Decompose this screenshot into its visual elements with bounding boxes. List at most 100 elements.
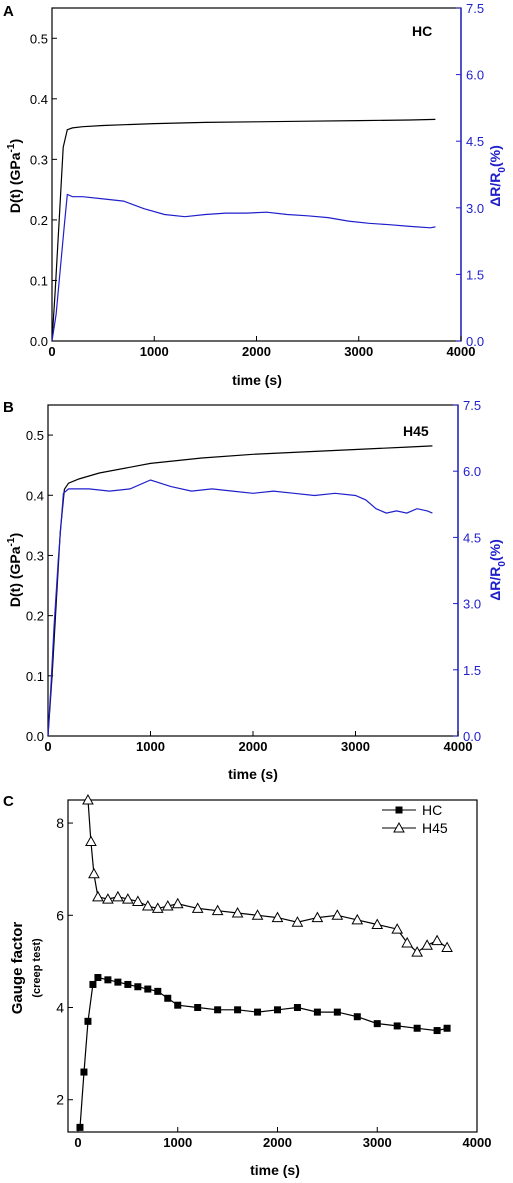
x-tick-label: 4000 <box>444 739 473 754</box>
right-y-tick-label: 7.5 <box>463 398 481 413</box>
marker-triangle <box>251 909 264 920</box>
x-tick-label: 2000 <box>239 739 268 754</box>
marker-triangle <box>151 902 164 913</box>
marker-square <box>84 1017 92 1025</box>
y-axis-label-sup: -1 <box>6 537 17 546</box>
marker-triangle <box>131 895 144 906</box>
marker-triangle <box>371 918 384 929</box>
y-tick-label: 0.5 <box>30 31 48 46</box>
y-tick-label: 0.3 <box>26 548 44 563</box>
y-right-axis-label: ΔR/R0(%) <box>487 539 508 601</box>
marker-square <box>313 1008 321 1016</box>
y-tick-label: 0.4 <box>30 92 48 107</box>
y-tick-label: 0.4 <box>26 488 44 503</box>
marker-square <box>114 978 122 986</box>
marker-square <box>214 1006 222 1014</box>
series-line-0 <box>79 976 448 1128</box>
marker-square <box>353 1013 361 1021</box>
x-tick-label: 1000 <box>136 739 165 754</box>
y-axis-label-close: ) <box>7 139 23 144</box>
y-tick-label: 0.2 <box>26 609 44 624</box>
legend-marker-triangle <box>393 821 405 833</box>
marker-square <box>273 1006 281 1014</box>
y-axis-label-main: D(t) (GPa <box>7 546 23 607</box>
annotation-label: HC <box>412 23 432 39</box>
marker-triangle <box>401 936 414 948</box>
right-y-tick-label: 3.0 <box>466 201 484 216</box>
marker-square <box>433 1027 441 1035</box>
x-tick-label: 4000 <box>447 344 476 359</box>
x-axis-label: time (s) <box>228 766 278 782</box>
y-axis-label-close: ) <box>7 533 23 538</box>
y-tick-label: 0.0 <box>26 729 44 744</box>
marker-square <box>254 1008 262 1016</box>
series-line-0 <box>51 118 436 342</box>
annotation-label: H45 <box>403 423 429 439</box>
series-line-1 <box>47 479 433 737</box>
y-tick-label: 0.1 <box>30 273 48 288</box>
legend-label: H45 <box>422 820 448 836</box>
marker-square <box>144 985 152 993</box>
marker-square <box>134 983 142 991</box>
marker-triangle <box>92 890 104 902</box>
marker-triangle <box>431 934 443 946</box>
marker-square <box>293 1004 301 1011</box>
marker-triangle <box>441 941 453 953</box>
marker-triangle <box>88 867 100 879</box>
y-axis-label: Gauge factor <box>9 922 26 1015</box>
marker-square <box>76 1123 84 1131</box>
right-y-tick-label: 1.5 <box>463 663 481 678</box>
right-y-tick-label: 6.0 <box>466 68 484 83</box>
right-y-tick-label: 0.0 <box>466 334 484 349</box>
marker-triangle <box>85 835 97 846</box>
series-line-1 <box>87 799 448 953</box>
marker-square <box>124 980 132 988</box>
marker-square <box>443 1024 451 1032</box>
x-tick-label: 1000 <box>140 344 169 359</box>
panel-b: B H45 time (s) D(t) (GPa-1) ΔR/R0(%) 0 10… <box>3 398 508 782</box>
x-axis-label: time (s) <box>250 1162 300 1178</box>
marker-square <box>333 1008 341 1016</box>
x-tick-label: 3000 <box>341 739 370 754</box>
y-right-axis-label-sub: 0 <box>497 561 508 567</box>
x-tick-label: 0 <box>48 344 55 359</box>
marker-square <box>234 1006 242 1014</box>
marker-square <box>174 1001 182 1009</box>
y-axis-sublabel: (creep test) <box>31 938 43 998</box>
marker-triangle <box>411 946 423 957</box>
series-line-1 <box>51 193 436 342</box>
y-right-axis-label-tail: (%) <box>487 145 503 167</box>
right-y-tick-label: 7.5 <box>466 1 484 16</box>
y-axis-label: D(t) (GPa-1) <box>6 533 23 607</box>
marker-triangle <box>161 900 174 911</box>
right-y-tick-label: 4.5 <box>463 530 481 545</box>
marker-triangle <box>122 893 134 904</box>
x-tick-label: 0 <box>44 739 51 754</box>
y-right-axis-label-main: ΔR/R <box>487 173 503 207</box>
marker-square <box>154 987 162 995</box>
panel-letter: B <box>3 399 14 416</box>
y-tick-label: 6 <box>56 907 64 923</box>
marker-triangle <box>191 902 204 913</box>
right-y-tick-label: 1.5 <box>466 267 484 282</box>
y-right-axis-label-tail: (%) <box>487 539 503 561</box>
plot-frame <box>51 7 462 342</box>
marker-square <box>104 976 112 984</box>
y-axis-label: D(t) (GPa-1) <box>6 139 23 213</box>
marker-triangle <box>291 916 304 927</box>
panel-letter: A <box>3 3 14 20</box>
y-right-axis-label: ΔR/R0(%) <box>487 145 508 207</box>
plot-frame <box>67 799 478 1133</box>
y-tick-label: 0.2 <box>30 213 48 228</box>
x-axis-label: time (s) <box>232 372 282 388</box>
y-tick-label: 2 <box>56 1092 64 1108</box>
y-tick-label: 0.1 <box>26 669 44 684</box>
right-y-tick-label: 4.5 <box>466 134 484 149</box>
marker-triangle <box>82 793 94 805</box>
x-tick-label: 4000 <box>463 1135 492 1150</box>
marker-triangle <box>231 906 244 918</box>
x-tick-label: 2000 <box>242 344 271 359</box>
marker-triangle <box>421 939 433 950</box>
marker-square <box>94 974 102 982</box>
